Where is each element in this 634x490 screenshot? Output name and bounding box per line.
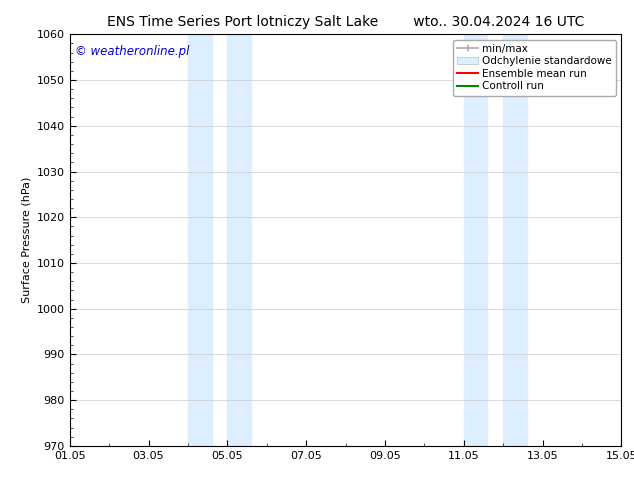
Bar <box>503 34 527 446</box>
Legend: min/max, Odchylenie standardowe, Ensemble mean run, Controll run: min/max, Odchylenie standardowe, Ensembl… <box>453 40 616 96</box>
Bar <box>463 34 488 446</box>
Bar <box>188 34 212 446</box>
Text: © weatheronline.pl: © weatheronline.pl <box>75 45 190 58</box>
Title: ENS Time Series Port lotniczy Salt Lake        wto.. 30.04.2024 16 UTC: ENS Time Series Port lotniczy Salt Lake … <box>107 15 584 29</box>
Bar <box>228 34 251 446</box>
Y-axis label: Surface Pressure (hPa): Surface Pressure (hPa) <box>21 177 31 303</box>
